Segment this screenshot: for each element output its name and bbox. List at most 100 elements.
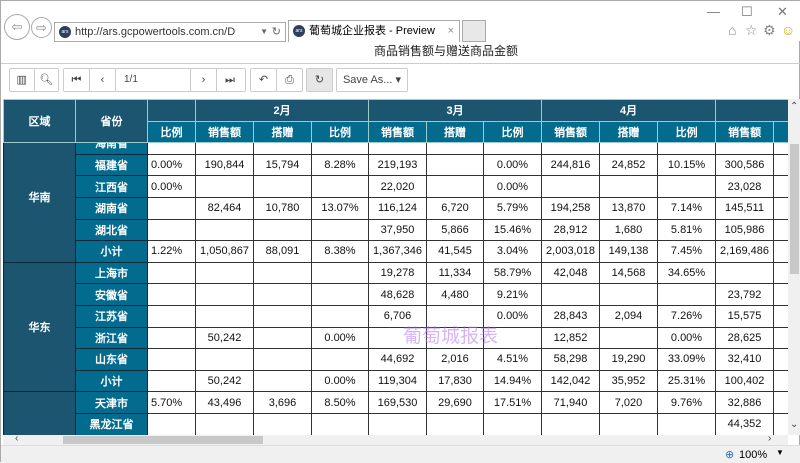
value-cell <box>253 283 312 306</box>
maximize-icon[interactable]: ☐ <box>741 4 753 19</box>
settings-gear-icon[interactable]: ⚙ <box>763 22 776 38</box>
browser-chrome: ⇦ ⇨ ars http://ars.gcpowertools.com.cn/D… <box>1 1 800 42</box>
value-cell: 41,545 <box>426 240 484 263</box>
value-cell: 10,780 <box>253 196 312 220</box>
value-cell-blank <box>773 143 788 155</box>
refresh-report-button[interactable]: ↻ <box>314 74 325 86</box>
value-cell <box>311 261 369 285</box>
value-cell <box>147 261 196 285</box>
value-cell: 169,530 <box>368 391 427 414</box>
value-cell: 37,950 <box>368 218 427 242</box>
print-button[interactable]: ⎙ <box>285 74 294 86</box>
value-cell-blank <box>773 304 788 328</box>
save-as-dropdown[interactable]: Save As... ▾ <box>342 74 402 86</box>
smiley-feedback-icon[interactable]: ☺ <box>781 22 796 38</box>
new-tab-button[interactable] <box>462 20 486 42</box>
value-cell <box>599 175 658 198</box>
refresh-icon[interactable]: ↻ <box>271 26 281 38</box>
horizontal-scrollbar[interactable]: ‹ › <box>3 433 788 445</box>
scroll-left-icon[interactable]: ‹ <box>15 433 19 444</box>
value-cell: 6,720 <box>426 196 484 220</box>
value-cell: 33.09% <box>657 348 716 371</box>
value-cell <box>147 283 196 306</box>
value-cell: 14.94% <box>483 369 542 393</box>
table-row: 湖南省 82,464 10,780 13.07% 116,124 6,720 5.79% 19… <box>4 196 788 220</box>
value-cell <box>715 261 774 285</box>
value-cell <box>311 143 369 155</box>
scroll-up-icon[interactable]: ⌃ <box>790 101 799 112</box>
value-cell <box>311 304 369 328</box>
value-cell: 6,706 <box>368 304 427 328</box>
province-cell: 黑龙江省 <box>75 412 148 435</box>
value-cell-blank <box>773 326 788 350</box>
table-row: 江西省 0.00% 22,020 0.00% 23,028 <box>4 175 788 198</box>
save-as-label: Save As... <box>342 74 393 86</box>
report-title: 商品销售额与赠送商品金额 <box>373 44 518 58</box>
close-tab-icon[interactable]: × <box>447 25 454 37</box>
vertical-scrollbar[interactable]: ⌃ ⌄ <box>788 99 800 435</box>
value-cell <box>147 196 196 220</box>
value-cell: 2,003,018 <box>541 240 600 263</box>
vertical-scroll-thumb[interactable] <box>790 144 799 274</box>
address-bar[interactable]: ars http://ars.gcpowertools.com.cn/D ▼ ↻ <box>54 22 286 42</box>
back-to-parent-button[interactable]: ↶ <box>258 74 269 86</box>
back-button[interactable]: ⇦ <box>4 14 30 40</box>
next-page-button[interactable]: › <box>191 69 217 91</box>
value-cell <box>311 348 369 371</box>
forward-button[interactable]: ⇨ <box>31 17 52 38</box>
value-cell-blank <box>773 369 788 393</box>
value-cell <box>311 175 369 198</box>
table-row: 华东 上海市 19,278 11,334 58.79% 42,048 14,568 34.65… <box>3 261 788 393</box>
value-cell: 0.00% <box>483 153 542 177</box>
value-cell-blank <box>773 218 788 242</box>
minimize-icon[interactable]: — <box>707 4 720 19</box>
value-cell <box>483 326 542 350</box>
header-column: 比例 <box>483 120 543 144</box>
value-cell: 11,334 <box>426 261 484 285</box>
horizontal-scroll-thumb[interactable] <box>63 436 263 444</box>
favorites-star-icon[interactable]: ☆ <box>745 22 758 38</box>
scroll-down-icon[interactable]: ⌄ <box>790 419 799 430</box>
value-cell <box>195 261 254 285</box>
value-cell <box>368 143 427 155</box>
header-month: 3月 <box>368 99 543 122</box>
value-cell <box>657 143 716 155</box>
close-window-icon[interactable]: ✕ <box>777 4 788 19</box>
value-cell: 5,866 <box>426 218 484 242</box>
first-page-button[interactable]: ⏮ <box>64 69 90 91</box>
search-button[interactable]: 🔍︎ <box>39 74 54 86</box>
home-icon[interactable]: ⌂ <box>728 22 737 38</box>
value-cell <box>599 326 658 350</box>
header-column: 销售额 <box>195 120 254 144</box>
value-cell: 8.38% <box>311 240 369 263</box>
value-cell <box>541 143 600 155</box>
value-cell <box>426 153 484 177</box>
province-cell: 海南省 <box>75 143 148 155</box>
value-cell <box>253 143 312 155</box>
value-cell: 42,048 <box>541 261 600 285</box>
previous-page-button[interactable]: ‹ <box>90 69 116 91</box>
value-cell: 17.51% <box>483 391 542 414</box>
value-cell: 100,402 <box>715 369 774 393</box>
dropdown-icon[interactable]: ▼ <box>260 27 268 36</box>
value-cell: 244,816 <box>541 153 600 177</box>
scroll-right-icon[interactable]: › <box>768 433 772 444</box>
value-cell <box>147 412 196 435</box>
value-cell: 71,940 <box>541 391 600 414</box>
region-cell: 华东 <box>3 261 76 393</box>
sidebar-toggle-button[interactable]: ▥ <box>10 69 35 91</box>
value-cell <box>311 283 369 306</box>
value-cell-blank <box>773 348 788 371</box>
last-page-button[interactable]: ⏭ <box>225 74 235 86</box>
value-cell: 58,298 <box>541 348 600 371</box>
zoom-dropdown-icon[interactable]: ▼ <box>776 448 784 457</box>
value-cell: 3.04% <box>483 240 542 263</box>
zoom-level[interactable]: 100% <box>739 449 768 461</box>
province-cell: 福建省 <box>75 153 148 177</box>
province-cell: 浙江省 <box>75 326 148 350</box>
value-cell: 5.70% <box>147 391 196 414</box>
value-cell: 50,242 <box>195 369 254 393</box>
value-cell: 28,625 <box>715 326 774 350</box>
browser-tab[interactable]: ars 葡萄城企业报表 - Preview × <box>288 20 460 42</box>
page-number-input[interactable]: 1/1 <box>116 69 191 91</box>
